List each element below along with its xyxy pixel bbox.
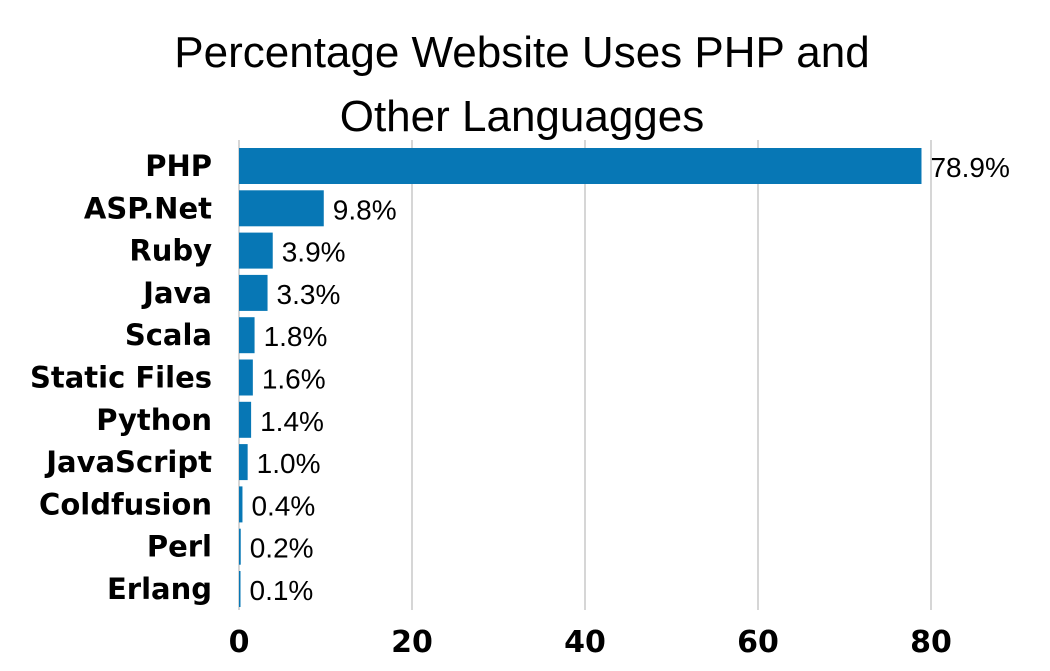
bar-perl	[239, 528, 241, 565]
bar-asp-net	[239, 190, 324, 227]
bars	[239, 148, 922, 607]
bar-php	[239, 148, 922, 184]
x-tick-label-20: 20	[391, 625, 433, 660]
x-tick-label-0: 0	[229, 625, 250, 660]
chart-title-line-1: Percentage Website Uses PHP and	[174, 28, 869, 77]
category-label-java: Java	[141, 276, 212, 310]
x-axis-ticks: 0 20 40 60 80	[229, 625, 952, 660]
category-label-coldfusion: Coldfusion	[39, 487, 212, 521]
x-tick-label-80: 80	[910, 625, 952, 660]
bar-javascript	[239, 444, 248, 481]
bar-coldfusion	[239, 486, 243, 523]
data-labels: 78.9% 9.8% 3.9% 3.3% 1.8% 1.6% 1.4% 1.0% 0.4% 0.2…	[250, 152, 1010, 606]
category-label-ruby: Ruby	[129, 234, 212, 268]
x-tick-label-60: 60	[737, 625, 779, 660]
data-label-scala: 1.8%	[264, 321, 328, 352]
bar-java	[239, 274, 268, 311]
bar-scala	[239, 317, 255, 354]
data-label-static-files: 1.6%	[262, 364, 326, 395]
data-label-python: 1.4%	[260, 406, 324, 437]
category-label-php: PHP	[145, 149, 212, 183]
data-label-javascript: 1.0%	[257, 448, 321, 479]
data-label-perl: 0.2%	[250, 533, 314, 564]
bar-erlang	[239, 571, 241, 607]
x-tick-label-40: 40	[564, 625, 606, 660]
bar-python	[239, 401, 252, 438]
chart-title-line-2: Other Languagges	[340, 92, 705, 141]
category-label-javascript: JavaScript	[44, 445, 212, 479]
category-label-static-files: Static Files	[30, 361, 212, 395]
data-label-erlang: 0.1%	[250, 575, 314, 606]
data-label-asp-net: 9.8%	[333, 194, 397, 225]
category-label-scala: Scala	[125, 318, 212, 352]
data-label-php: 78.9%	[930, 152, 1009, 183]
bar-static-files	[239, 359, 253, 396]
category-label-perl: Perl	[147, 530, 212, 564]
bar-ruby	[239, 232, 273, 269]
category-label-asp-net: ASP.Net	[84, 191, 212, 225]
data-label-java: 3.3%	[277, 279, 341, 310]
category-labels: PHP ASP.Net Ruby Java Scala Static Files Pytho…	[30, 149, 212, 606]
data-label-ruby: 3.9%	[282, 237, 346, 268]
data-label-coldfusion: 0.4%	[251, 490, 315, 521]
category-label-erlang: Erlang	[107, 572, 212, 606]
category-label-python: Python	[96, 403, 212, 437]
